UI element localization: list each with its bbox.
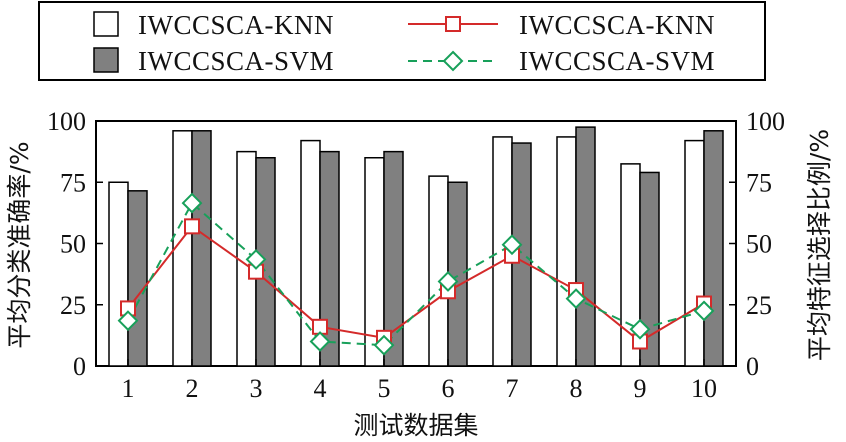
- x-tick-label: 3: [250, 374, 263, 403]
- y-tick-label-right: 75: [746, 168, 772, 197]
- bar-svm: [639, 171, 660, 367]
- point-svm: [117, 310, 139, 332]
- line-layer: [117, 192, 715, 356]
- point-svm: [245, 249, 267, 270]
- x-tick-label: 4: [314, 374, 327, 403]
- x-tick-label: 2: [186, 374, 199, 403]
- legend-label-line-knn: IWCCSCA-KNN: [519, 10, 715, 40]
- legend-label-bar-svm: IWCCSCA-SVM: [138, 46, 334, 76]
- y-axis-left-title: 平均分类准确率/%: [5, 141, 34, 348]
- bar-svm: [383, 150, 404, 367]
- bar-svm: [703, 130, 724, 367]
- series-line-knn: [127, 224, 705, 343]
- y-tick-label-right: 0: [746, 352, 759, 381]
- legend-swatch-bar-knn: [93, 11, 119, 37]
- point-svm: [629, 318, 651, 340]
- point-svm: [693, 300, 715, 322]
- bar-svm: [575, 126, 596, 367]
- x-tick-label: 1: [122, 374, 135, 403]
- bar-knn: [556, 136, 577, 367]
- legend-marker-knn: [445, 16, 461, 32]
- point-knn: [184, 218, 200, 235]
- y-tick-label-left: 25: [60, 291, 86, 320]
- legend-label-bar-knn: IWCCSCA-KNN: [138, 10, 334, 40]
- y-tick-label-right: 50: [746, 230, 772, 259]
- bar-knn: [428, 175, 449, 367]
- y-tick-label-left: 100: [47, 107, 86, 136]
- x-tick-label: 8: [570, 374, 583, 403]
- y-tick-label-left: 0: [73, 352, 86, 381]
- legend-swatch-bar-svm: [93, 47, 119, 73]
- y-tick-label-right: 25: [746, 291, 772, 320]
- point-svm: [501, 234, 523, 256]
- y-tick-label-right: 100: [746, 107, 785, 136]
- point-svm: [565, 288, 587, 310]
- bar-svm: [127, 190, 148, 367]
- x-tick-label: 9: [634, 374, 647, 403]
- y-axis-right-title: 平均特征选择比例/%: [805, 129, 834, 361]
- point-svm: [437, 271, 459, 292]
- point-svm: [373, 334, 395, 356]
- tick-layer: 0 0 25 25 50 50 75 75 100 100 1 2 3 4 5 6 7 8 9 10: [47, 107, 785, 403]
- x-tick-label: 6: [442, 374, 455, 403]
- bar-svm: [191, 130, 212, 367]
- x-axis-title: 测试数据集: [353, 411, 478, 440]
- point-svm: [181, 192, 203, 214]
- x-tick-label: 5: [378, 374, 391, 403]
- y-tick-label-left: 50: [60, 230, 86, 259]
- bar-svm: [319, 150, 340, 367]
- legend-label-line-svm: IWCCSCA-SVM: [519, 46, 715, 76]
- x-tick-label: 10: [691, 374, 717, 403]
- x-tick-label: 7: [506, 374, 519, 403]
- point-svm: [309, 331, 331, 352]
- bar-knn: [684, 139, 705, 367]
- bar-knn: [108, 181, 129, 367]
- legend-frame: [38, 1, 766, 81]
- legend-marker-svm: [442, 50, 464, 72]
- legend: IWCCSCA-KNN IWCCSCA-SVM IWCCSCA-KNN IWCC…: [38, 1, 766, 81]
- y-tick-label-left: 75: [60, 168, 86, 197]
